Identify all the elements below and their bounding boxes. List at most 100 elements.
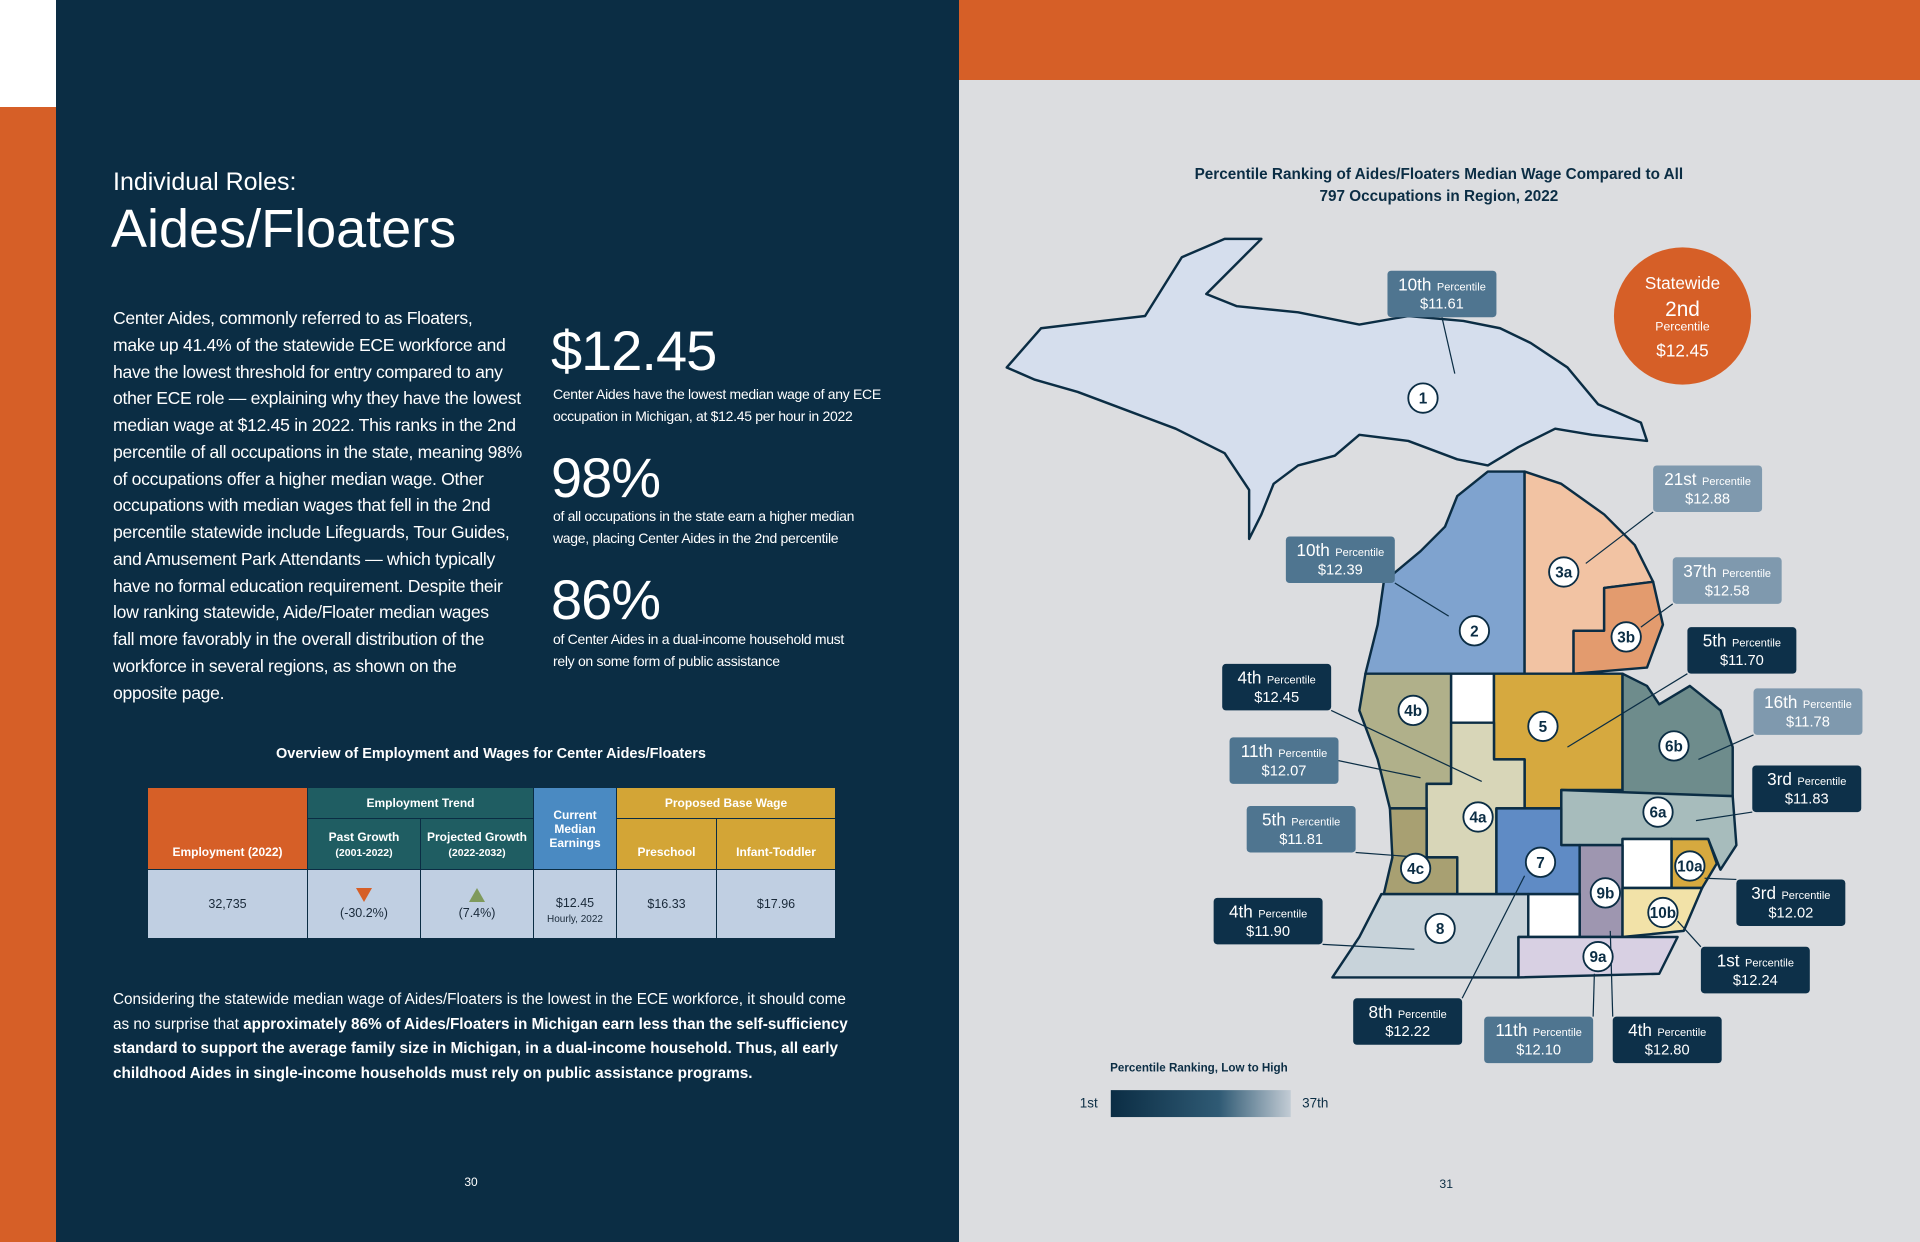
- region-shape: [1621, 837, 1673, 890]
- callout-heading: 3rd Percentile: [1751, 882, 1830, 904]
- table-title: Overview of Employment and Wages for Cen…: [275, 746, 707, 762]
- legend-gradient: [1110, 1090, 1291, 1118]
- leader-line: [1567, 673, 1688, 748]
- callout-rank: 21st: [1664, 469, 1697, 489]
- stat-value: 86%: [551, 568, 661, 631]
- leaders: [1322, 317, 1754, 1017]
- region-label: 9b: [1596, 885, 1614, 902]
- callout-heading: 21st Percentile: [1664, 468, 1751, 490]
- callout-wage: $11.78: [1786, 714, 1830, 730]
- callout-wage: $12.80: [1645, 1043, 1690, 1059]
- region-labels: 1 2 3a 3b 4b 5 6b 6a 4a 4c 7 10a 9b 10b 8 9a: [1397, 382, 1706, 973]
- map-title: Percentile Ranking of Aides/Floaters Med…: [1195, 166, 1684, 183]
- region-marker: [1582, 940, 1614, 973]
- callout-box: [1700, 946, 1810, 994]
- header-cell: Employment (2022): [147, 787, 308, 870]
- region-shape: [1005, 237, 1649, 541]
- callout-wage: $12.88: [1685, 491, 1730, 507]
- callout-wage: $11.61: [1420, 297, 1464, 313]
- page-number: 30: [464, 1175, 478, 1189]
- callout-wage: $12.45: [1254, 690, 1299, 706]
- callout-box: [1213, 897, 1323, 945]
- callout-box: [1285, 536, 1395, 584]
- callout-label: Percentile: [1533, 1027, 1582, 1039]
- region-marker: [1647, 896, 1679, 929]
- stat-desc: wage, placing Center Aides in the 2nd pe…: [553, 530, 839, 546]
- callout-heading: 5th Percentile: [1703, 630, 1781, 652]
- callout-wage: $12.22: [1385, 1024, 1430, 1040]
- callout-label: Percentile: [1657, 1027, 1706, 1039]
- closing-bold: approximately 86% of Aides/Floaters in M…: [113, 1015, 848, 1082]
- callout-rank: 4th: [1229, 901, 1253, 921]
- statewide-label: Statewide: [1645, 273, 1720, 293]
- callout-heading: 11th Percentile: [1241, 740, 1327, 762]
- callout-label: Percentile: [1781, 890, 1830, 902]
- callout-heading: 10th Percentile: [1398, 273, 1486, 295]
- callout-rank: 10th: [1398, 274, 1431, 294]
- body-line: Center Aides, commonly referred to as Fl…: [113, 308, 473, 328]
- region-marker: [1642, 796, 1674, 828]
- callout-rank: 16th: [1764, 692, 1797, 712]
- region-label: 1: [1419, 391, 1428, 408]
- region-marker: [1589, 877, 1621, 909]
- accent-strip: [0, 107, 56, 1242]
- region-marker: [1424, 912, 1456, 945]
- callout-label: Percentile: [1732, 638, 1781, 650]
- leader-line: [1677, 920, 1702, 948]
- region-marker: [1458, 615, 1490, 647]
- callout-wage: $11.81: [1279, 832, 1323, 848]
- leader-line: [1461, 875, 1526, 999]
- region-marker: [1524, 846, 1557, 878]
- callout-box: [1484, 1016, 1594, 1064]
- region-shape: [1449, 672, 1496, 724]
- callout-label: Percentile: [1722, 568, 1771, 580]
- callout-label: Percentile: [1278, 748, 1327, 760]
- callout-label: Percentile: [1398, 1009, 1447, 1021]
- callout-wage: $12.58: [1705, 583, 1750, 599]
- callout-rank: 3rd: [1767, 769, 1792, 789]
- body-line: of occupations offer a higher median wag…: [113, 468, 484, 489]
- group-header: Proposed Base Wage: [615, 787, 837, 819]
- callout-wage: $12.07: [1262, 763, 1307, 779]
- header-cell: Current Median Earnings: [533, 787, 617, 870]
- callout-wage: $11.83: [1785, 791, 1829, 807]
- cell-sub: Hourly, 2022: [547, 913, 603, 925]
- callout-rank: 3rd: [1751, 883, 1776, 903]
- callout-label: Percentile: [1335, 547, 1384, 559]
- legend-low: 1st: [1080, 1095, 1098, 1110]
- callout-heading: 10th Percentile: [1296, 539, 1384, 561]
- up-arrow: [469, 888, 485, 902]
- cell: $16.33: [616, 869, 717, 939]
- header-cell: Infant-Toddler: [715, 818, 837, 870]
- callout-box: [1753, 688, 1863, 735]
- map-figure: Statewide 2nd Percentile $12.45 Percenti…: [1005, 166, 1863, 1191]
- statewide-badge: [1613, 247, 1752, 385]
- body-line: other ECE role — explaining why they hav…: [113, 388, 521, 409]
- callout-box: [1736, 879, 1846, 926]
- region-marker: [1658, 730, 1690, 762]
- callout-wage: $11.90: [1246, 924, 1290, 940]
- callout-rank: 37th: [1683, 561, 1716, 581]
- leader-line: [1394, 582, 1450, 617]
- body-line: fall more favorably in the overall distr…: [113, 629, 485, 649]
- statewide-rank: 2nd: [1665, 298, 1700, 321]
- callout-box: [1752, 765, 1862, 813]
- callout-label: Percentile: [1437, 281, 1486, 293]
- region-marker: [1407, 382, 1439, 414]
- leader-line: [1338, 760, 1421, 779]
- legend-high: 37th: [1302, 1095, 1328, 1110]
- callout-heading: 1st Percentile: [1717, 949, 1794, 971]
- region-marker: [1397, 694, 1429, 727]
- region-marker: [1527, 710, 1559, 742]
- cell: 32,735: [147, 869, 308, 939]
- closing-paragraph: Considering the statewide median wage of…: [113, 988, 853, 1086]
- callout-rank: 11th: [1241, 741, 1273, 761]
- region-marker: [1548, 556, 1580, 588]
- callout-wage: $12.39: [1318, 562, 1363, 578]
- closing-text: Considering the statewide median wage of…: [113, 991, 846, 1033]
- region-marker: [1400, 852, 1432, 885]
- callout-label: Percentile: [1291, 817, 1340, 829]
- region-label: 10a: [1677, 858, 1703, 875]
- leader-line: [1322, 943, 1415, 950]
- header-cell: Projected Growth (2022-2032): [420, 818, 534, 870]
